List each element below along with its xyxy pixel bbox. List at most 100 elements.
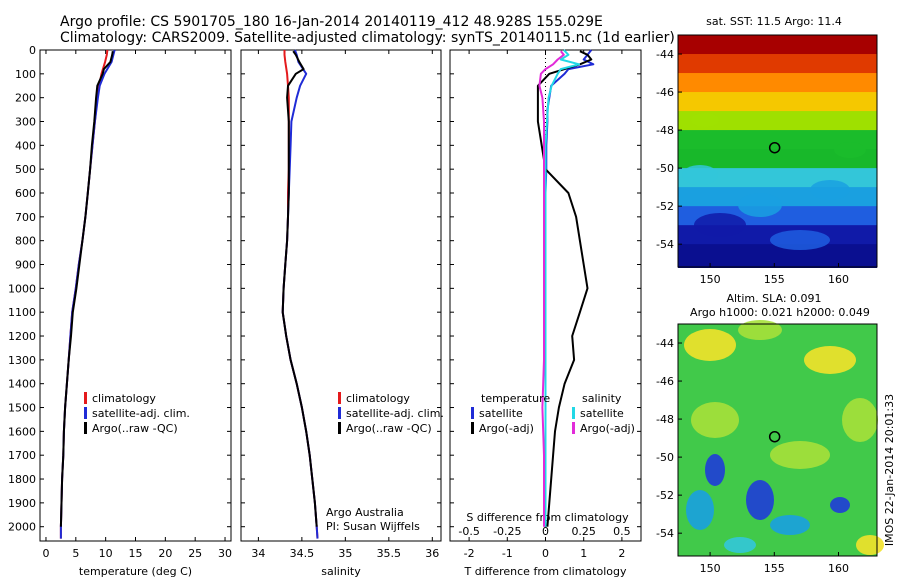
- depth-tick-label: 1600: [8, 425, 36, 438]
- sst_map-ytick-label: -44: [656, 48, 674, 61]
- sst-map-title: sat. SST: 11.5 Argo: 11.4: [706, 15, 842, 28]
- depth-tick-label: 1000: [8, 282, 36, 295]
- temperature-legend-label: Argo(..raw -QC): [92, 422, 178, 435]
- differences-xtick-label: 1: [580, 547, 587, 560]
- temperature-xlabel: temperature (deg C): [79, 565, 192, 578]
- depth-tick-label: 1900: [8, 497, 36, 510]
- sla_map-ytick-label: -54: [656, 527, 674, 540]
- salinity-legend-swatch: [338, 392, 341, 404]
- figure-title-line1: Argo profile: CS 5901705_180 16-Jan-2014…: [60, 14, 603, 30]
- sst_map-ytick-label: -50: [656, 162, 674, 175]
- difference-series-1: [536, 50, 593, 527]
- sst-texture: [682, 165, 718, 185]
- sla-map-title: Altim. SLA: 0.091: [726, 292, 821, 305]
- diff-legend-temperature-swatch: [471, 422, 474, 434]
- differences-xtick-label: 2: [618, 547, 625, 560]
- sla-map-field: [678, 320, 884, 556]
- sst-band: [678, 35, 877, 56]
- sla-texture: [770, 515, 810, 535]
- temperature-xtick-label: 25: [188, 547, 202, 560]
- salinity-legend-swatch: [338, 422, 341, 434]
- sla-texture: [686, 490, 714, 530]
- sst-band: [678, 111, 877, 132]
- salinity-xtick-label: 35: [338, 547, 352, 560]
- sla-texture: [724, 537, 756, 553]
- depth-tick-label: 1200: [8, 330, 36, 343]
- sla-texture: [856, 535, 884, 555]
- salinity-legend-label: satellite-adj. clim.: [346, 407, 444, 420]
- sla_map-ytick-label: -48: [656, 413, 674, 426]
- depth-tick-label: 700: [15, 211, 36, 224]
- temperature-xtick-label: 20: [158, 547, 172, 560]
- depth-tick-label: 200: [15, 92, 36, 105]
- temperature-legend-swatch: [84, 407, 87, 419]
- temperature-legend-swatch: [84, 392, 87, 404]
- sla-texture: [804, 346, 856, 374]
- difference-series-3: [538, 50, 565, 527]
- depth-tick-label: 1800: [8, 473, 36, 486]
- differences-xtick-label: 0: [542, 547, 549, 560]
- depth-tick-label: 1700: [8, 449, 36, 462]
- depth-tick-label: 0: [29, 44, 36, 57]
- sla-texture: [746, 480, 774, 520]
- sst_map-argo-marker: [768, 141, 781, 154]
- imos-timestamp: IMOS 22-Jan-2014 20:01:33: [881, 370, 900, 570]
- sst-texture: [691, 113, 719, 127]
- depth-tick-label: 1400: [8, 378, 36, 391]
- differences-xtick-label: -2: [464, 547, 475, 560]
- sst-band: [678, 244, 877, 268]
- depth-tick-label: 2000: [8, 521, 36, 534]
- depth-tick-label: 900: [15, 259, 36, 272]
- salinity-xtick-label: 36: [425, 547, 439, 560]
- salinity-diff-tick-label: 0.25: [571, 525, 596, 538]
- depth-tick-label: 300: [15, 116, 36, 129]
- imos-timestamp-text: IMOS 22-Jan-2014 20:01:33: [883, 394, 896, 546]
- sla-texture: [691, 402, 739, 438]
- diff-legend-temperature-label: satellite: [479, 407, 523, 420]
- depth-tick-label: 1500: [8, 402, 36, 415]
- sla_map-ytick-label: -44: [656, 337, 674, 350]
- sla_map-ytick-label: -46: [656, 375, 674, 388]
- sst-band: [678, 130, 877, 151]
- salinity-xlabel: salinity: [321, 565, 361, 578]
- sst-texture: [770, 230, 830, 250]
- sla-texture: [770, 441, 830, 469]
- temperature-legend-swatch: [84, 422, 87, 434]
- temperature-xtick-label: 30: [218, 547, 232, 560]
- sst_map-ytick-label: -46: [656, 86, 674, 99]
- diff-legend-salinity-swatch: [572, 407, 575, 419]
- sst_map-ytick-label: -54: [656, 238, 674, 251]
- sst-band: [678, 54, 877, 75]
- depth-tick-label: 1100: [8, 306, 36, 319]
- sla_map-xtick-label: 155: [764, 562, 785, 575]
- diff-legend-temperature-label: Argo(-adj): [479, 422, 534, 435]
- depth-tick-label: 1300: [8, 354, 36, 367]
- sst-texture: [694, 213, 746, 237]
- sla-map-frame: [677, 323, 878, 557]
- salinity-diff-tick-label: 0: [542, 525, 549, 538]
- salinity-legend-label: Argo(..raw -QC): [346, 422, 432, 435]
- depth-tick-label: 600: [15, 187, 36, 200]
- differences-xlabel: T difference from climatology: [464, 565, 627, 578]
- sla-map-subtitle: Argo h1000: 0.021 h2000: 0.049: [690, 306, 870, 319]
- salinity-panel-frame: [240, 49, 442, 542]
- diff-legend-salinity-label: Argo(-adj): [580, 422, 635, 435]
- sst-texture: [834, 142, 866, 158]
- temperature-series-2: [59, 51, 114, 527]
- salinity-xtick-label: 34.5: [290, 547, 315, 560]
- salinity-xtick-label: 34: [251, 547, 265, 560]
- salinity-legend-swatch: [338, 407, 341, 419]
- salinity-diff-tick-label: 0.5: [613, 525, 631, 538]
- sla-texture: [830, 497, 850, 513]
- temperature-xtick-label: 15: [129, 547, 143, 560]
- sla_map-argo-marker: [768, 430, 781, 443]
- depth-tick-label: 100: [15, 68, 36, 81]
- sst_map-ytick-label: -48: [656, 124, 674, 137]
- sst-band: [678, 92, 877, 113]
- difference-series-2: [544, 49, 581, 527]
- diff-legend-salinity-swatch: [572, 422, 575, 434]
- sla-texture: [842, 398, 878, 442]
- diff-legend-heading-temperature: temperature: [481, 392, 550, 405]
